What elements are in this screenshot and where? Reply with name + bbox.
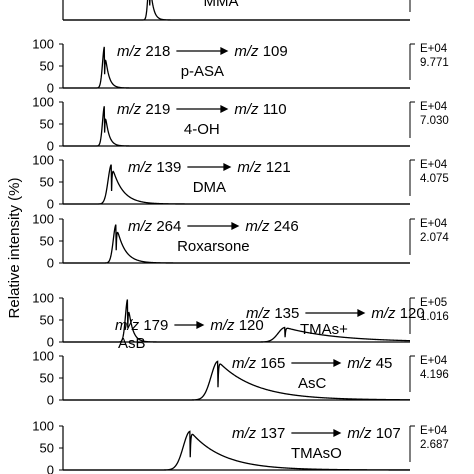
y-tick-label: 50: [40, 59, 54, 74]
chromatogram-trace-asb: [63, 299, 411, 343]
mz-transition: m/z 137: [232, 425, 285, 442]
mz-transition-product: m/z 109: [234, 43, 287, 60]
y-tick-label: 100: [32, 349, 54, 364]
scale-value: 7.030: [420, 115, 449, 127]
y-tick-label: 100: [32, 419, 54, 434]
y-tick-label: 0: [47, 81, 54, 96]
scale-exponent: E+04: [420, 425, 448, 437]
y-tick-label: 100: [32, 212, 54, 227]
transition-arrowhead: [223, 163, 232, 171]
chromatogram-trace-asc: [63, 360, 410, 401]
transition-arrowhead: [357, 309, 366, 317]
y-tick-label: 50: [40, 313, 54, 328]
y-tick-label: 0: [47, 393, 54, 408]
y-tick-label: 100: [32, 95, 54, 110]
transition-arrowhead: [220, 105, 229, 113]
mz-transition: m/z 179: [115, 317, 168, 334]
mz-transition: m/z 165: [232, 355, 285, 372]
mz-transition: m/z 218: [117, 43, 170, 60]
y-tick-label: 100: [32, 291, 54, 306]
scale-exponent: E+04: [420, 218, 448, 230]
compound-label: Roxarsone: [177, 238, 250, 255]
y-tick-label: 0: [47, 197, 54, 212]
mz-transition-product: m/z 107: [347, 425, 400, 442]
mz-transition-product: m/z 121: [237, 159, 290, 176]
mz-transition-2-product: m/z 120: [371, 305, 424, 322]
compound-label: TMAsO: [291, 445, 342, 462]
chromatogram-trace-mma: [63, 0, 410, 21]
scale-exponent: E+04: [420, 43, 448, 55]
y-tick-label: 50: [40, 117, 54, 132]
scale-value: 2.687: [420, 439, 449, 451]
mz-transition-product: m/z 110: [234, 101, 286, 118]
transition-arrowhead: [196, 321, 205, 329]
y-tick-label: 50: [40, 234, 54, 249]
chromatogram-trace-dma: [63, 164, 410, 205]
scale-value: 1.016: [420, 311, 449, 323]
scale-exponent: E+05: [420, 297, 447, 309]
compound-label-2: TMAs+: [300, 321, 348, 338]
mz-transition: m/z 219: [117, 101, 170, 118]
y-tick-label: 100: [32, 153, 54, 168]
chromatogram-trace-tmaso: [63, 430, 410, 471]
transition-arrowhead: [333, 429, 342, 437]
y-tick-label: 0: [47, 463, 54, 474]
y-axis-label: Relative intensity (%): [6, 178, 23, 319]
scale-exponent: E+04: [420, 355, 448, 367]
y-tick-label: 50: [40, 371, 54, 386]
scale-value: 4.075: [420, 173, 449, 185]
transition-arrowhead: [333, 359, 342, 367]
scale-value: 2.074: [420, 232, 449, 244]
scale-value: 9.771: [420, 57, 449, 69]
y-tick-label: 0: [47, 335, 54, 350]
y-tick-label: 100: [32, 37, 54, 52]
transition-arrowhead: [231, 222, 240, 230]
transition-arrowhead: [220, 47, 229, 55]
scale-exponent: E+04: [420, 101, 448, 113]
mz-transition-product: m/z 246: [245, 218, 298, 235]
compound-label: DMA: [193, 179, 226, 196]
chromatogram-trace-4-oh: [63, 106, 410, 147]
y-tick-label: 0: [47, 256, 54, 271]
compound-label: p-ASA: [181, 63, 224, 80]
chromatogram-trace-roxarsone: [63, 224, 410, 264]
y-tick-label: 0: [47, 139, 54, 154]
mz-transition-2: m/z 135: [246, 305, 299, 322]
mz-transition: m/z 264: [128, 218, 181, 235]
mz-transition-product: m/z 120: [210, 317, 263, 334]
compound-label: MMA: [204, 0, 239, 10]
mz-transition-product: m/z 45: [347, 355, 392, 372]
compound-label: 4-OH: [184, 121, 220, 138]
compound-label: AsB: [118, 335, 146, 352]
chromatogram-trace-p-asa: [63, 46, 410, 89]
mz-transition: m/z 139: [128, 159, 181, 176]
scale-value: 4.196: [420, 369, 449, 381]
scale-exponent: E+04: [420, 159, 448, 171]
compound-label: AsC: [298, 375, 327, 392]
y-tick-label: 50: [40, 175, 54, 190]
y-tick-label: 50: [40, 441, 54, 456]
